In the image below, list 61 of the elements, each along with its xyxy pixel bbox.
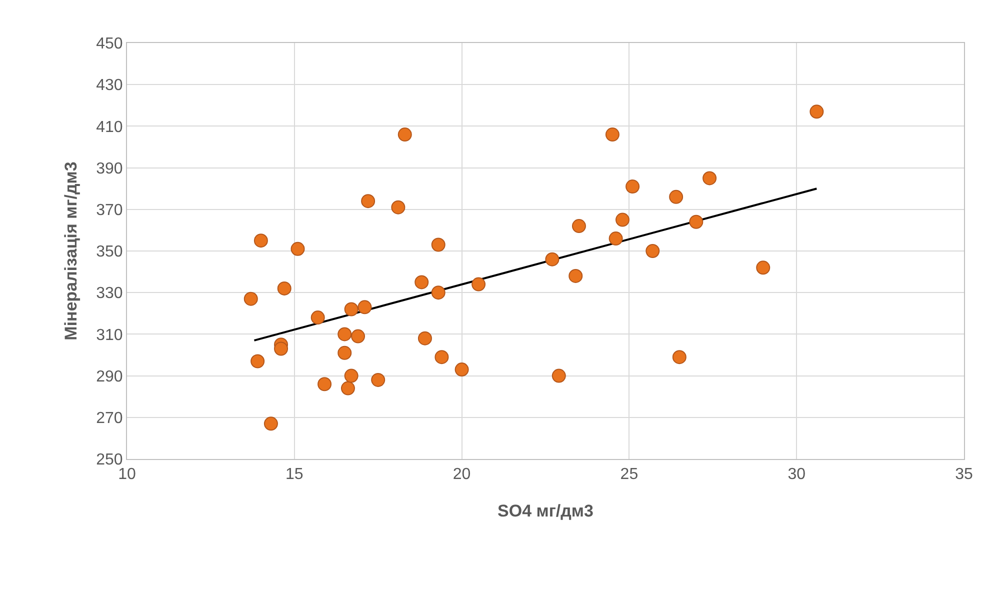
point bbox=[431, 238, 446, 252]
point bbox=[608, 232, 623, 246]
x-tick-label: 20 bbox=[452, 466, 471, 484]
y-tick-label: 430 bbox=[96, 77, 123, 94]
point bbox=[344, 368, 358, 383]
y-tick-label: 350 bbox=[96, 244, 123, 261]
point bbox=[605, 128, 620, 142]
y-tick-label: 290 bbox=[96, 368, 123, 386]
point bbox=[254, 234, 268, 248]
point bbox=[431, 286, 446, 300]
point bbox=[358, 300, 372, 314]
point bbox=[414, 275, 429, 290]
point bbox=[434, 350, 449, 364]
x-tick-label: 15 bbox=[286, 466, 304, 484]
y-tick-label: 310 bbox=[96, 326, 123, 344]
y-tick-label: 370 bbox=[96, 202, 123, 219]
point bbox=[810, 104, 824, 119]
point bbox=[669, 190, 684, 204]
point bbox=[264, 416, 278, 431]
point bbox=[418, 331, 432, 346]
point bbox=[277, 281, 292, 296]
point bbox=[646, 244, 660, 258]
point bbox=[340, 381, 355, 396]
x-tick-label: 10 bbox=[118, 466, 136, 484]
point bbox=[472, 277, 486, 292]
point bbox=[338, 327, 352, 342]
point bbox=[318, 377, 332, 392]
point bbox=[290, 242, 305, 256]
y-tick-label: 450 bbox=[96, 36, 123, 53]
y-tick-label: 250 bbox=[96, 452, 123, 469]
point bbox=[545, 252, 560, 266]
point bbox=[626, 180, 640, 194]
point bbox=[351, 329, 366, 344]
point bbox=[244, 292, 258, 306]
point bbox=[250, 354, 265, 368]
point bbox=[274, 342, 288, 356]
point bbox=[568, 268, 583, 283]
point bbox=[391, 200, 406, 214]
x-tick-label: 25 bbox=[620, 466, 638, 484]
y-tick-label: 330 bbox=[96, 285, 123, 302]
point bbox=[398, 128, 412, 142]
point bbox=[616, 212, 630, 227]
point bbox=[756, 260, 770, 275]
x-tick-label: 30 bbox=[788, 466, 806, 484]
y-tick-label: 270 bbox=[96, 410, 123, 427]
point bbox=[338, 346, 352, 360]
point bbox=[371, 372, 386, 387]
y-tick-label: 390 bbox=[96, 160, 123, 178]
point bbox=[702, 171, 717, 186]
point bbox=[552, 368, 566, 383]
x-axis-title: SO4 мг/дм3 bbox=[498, 502, 594, 521]
point bbox=[361, 194, 376, 208]
point bbox=[672, 350, 686, 364]
point bbox=[454, 362, 469, 377]
point bbox=[572, 219, 586, 234]
x-tick-label: 35 bbox=[955, 466, 973, 484]
point bbox=[310, 310, 325, 325]
point bbox=[689, 214, 704, 229]
y-axis-title: Мінералізація мг/дм3 bbox=[62, 162, 81, 340]
y-tick-label: 410 bbox=[96, 118, 123, 136]
point bbox=[344, 302, 358, 316]
